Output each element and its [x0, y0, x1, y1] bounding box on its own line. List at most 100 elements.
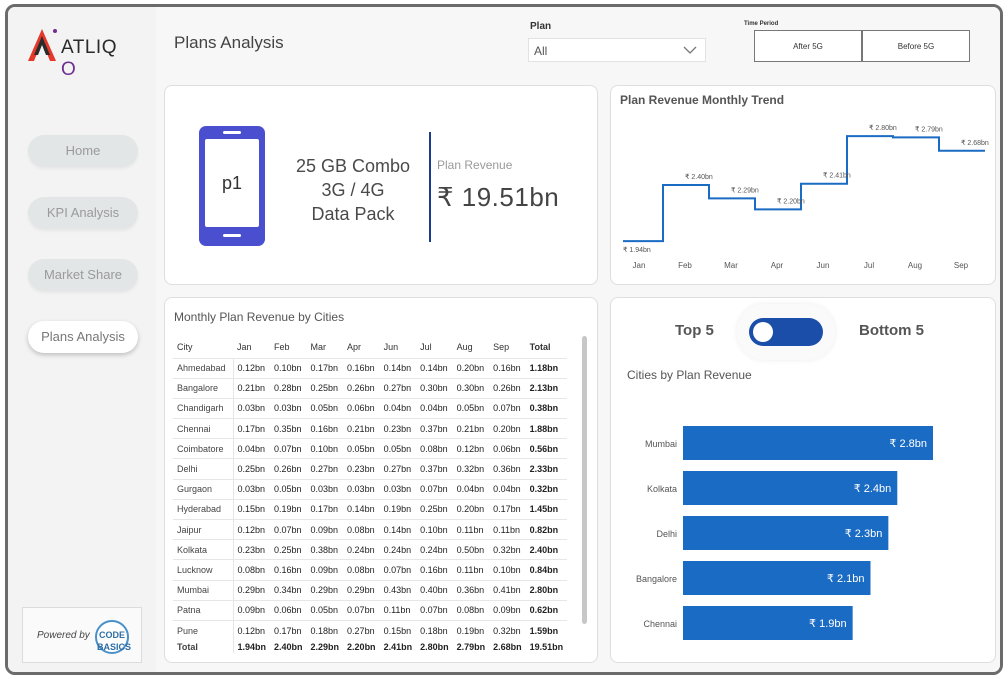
cities-bar-chart: Mumbai ₹ 2.8bn Kolkata ₹ 2.4bn Delhi ₹ 2.3bn B… — [636, 426, 933, 640]
column-header[interactable]: Jan — [237, 341, 252, 352]
table-cell: 0.14bn — [379, 518, 417, 540]
table-cell: 0.24bn — [379, 539, 417, 560]
table-cell: 0.10bn — [489, 559, 526, 581]
table-cell: 1.45bn — [525, 498, 568, 520]
table-cell: 0.18bn — [416, 619, 453, 641]
trend-chart: ₹ 1.94bn Jan ₹ 2.40bn Feb ₹ 2.29bn Mar ₹ 2.20b… — [623, 124, 989, 270]
toggle-knob[interactable] — [753, 322, 773, 342]
trend-data-label: ₹ 1.94bn — [623, 246, 651, 254]
trend-data-label: ₹ 2.79bn — [915, 125, 943, 133]
table-cell: 0.09bn — [306, 518, 344, 540]
table-cell: 2.33bn — [525, 458, 568, 480]
table-cell: 0.07bn — [416, 478, 453, 500]
city-bar[interactable] — [683, 516, 889, 550]
table-cell: 1.59bn — [525, 619, 568, 641]
table-cell: 0.24bn — [343, 539, 380, 560]
table-cell: 0.15bn — [233, 498, 271, 520]
table-cell: Mumbai — [173, 579, 234, 601]
table-cell: 0.21bn — [452, 418, 490, 439]
table-row: Gurgaon 0.03bn 0.05bn 0.03bn 0.03bn 0.03bn 0.0… — [173, 478, 568, 500]
column-header[interactable]: City — [177, 341, 193, 352]
table-cell: 0.16bn — [306, 418, 344, 439]
trend-chart-title: Plan Revenue Monthly Trend — [620, 93, 785, 107]
table-cell: 0.28bn — [270, 377, 307, 399]
table-cell: Chandigarh — [173, 397, 234, 419]
table-cell: 0.20bn — [452, 357, 490, 379]
nav-kpi-analysis-button[interactable]: KPI Analysis — [28, 197, 138, 229]
city-bar[interactable] — [683, 606, 853, 640]
plan-select[interactable]: All — [528, 38, 706, 62]
table-cell: 0.05bn — [379, 438, 417, 459]
city-label: Chennai — [643, 619, 677, 629]
column-header[interactable]: Jun — [383, 341, 399, 352]
table-cell: 2.68bn — [493, 641, 522, 652]
x-tick-label: Jan — [633, 261, 646, 270]
table-cell: 0.35bn — [270, 418, 307, 439]
trend-series-line — [623, 135, 985, 243]
table-cell: 0.19bn — [270, 498, 307, 520]
total-row: Total 1.94bn 2.40bn 2.29bn 2.20bn 2.41bn 2.80b… — [173, 640, 567, 653]
table-cell: 0.04bn — [416, 397, 453, 419]
table-cell: 2.40bn — [274, 641, 303, 652]
trend-data-label: ₹ 2.40bn — [685, 173, 713, 181]
codebasics-badge-icon: CODE BASICS — [95, 620, 131, 654]
bottom5-label: Bottom 5 — [859, 322, 924, 339]
table-cell: 0.12bn — [233, 357, 271, 379]
table-cell: 0.05bn — [306, 599, 344, 621]
powered-by-label: Powered by — [37, 630, 90, 641]
city-bar[interactable] — [683, 426, 933, 460]
column-header[interactable]: Mar — [310, 341, 327, 352]
table-cell: 0.62bn — [525, 599, 568, 621]
table-row: Bangalore 0.21bn 0.28bn 0.25bn 0.26bn 0.27bn 0… — [173, 377, 568, 399]
trend-data-label: ₹ 2.41bn — [823, 172, 851, 180]
table-cell: 0.25bn — [270, 539, 307, 560]
before-5g-button[interactable]: Before 5G — [862, 30, 970, 62]
table-cell: 0.36bn — [489, 458, 526, 480]
table-cell: 0.10bn — [270, 357, 307, 379]
table-cell: 0.09bn — [233, 599, 271, 621]
table-cell: 0.03bn — [270, 397, 307, 419]
table-cell: 0.10bn — [306, 438, 344, 459]
table-cell: 0.04bn — [379, 397, 417, 419]
table-cell: 2.80bn — [525, 579, 568, 601]
table-cell: 0.17bn — [233, 418, 271, 439]
table-cell: 2.20bn — [347, 641, 376, 652]
table-cell: Chennai — [173, 418, 234, 439]
column-header[interactable]: Aug — [456, 341, 473, 352]
table-cell: Total — [173, 640, 234, 653]
divider — [429, 132, 431, 242]
nav-market-share-button[interactable]: Market Share — [28, 259, 138, 291]
table-cell: Coimbatore — [173, 438, 234, 459]
table-scrollbar[interactable] — [582, 336, 587, 624]
table-row: Lucknow 0.08bn 0.16bn 0.09bn 0.08bn 0.07bn 0.1… — [173, 559, 568, 581]
table-cell: 0.26bn — [270, 458, 307, 480]
table-cell: 0.43bn — [379, 579, 417, 601]
table-cell: 0.08bn — [452, 599, 490, 621]
table-cell: 0.27bn — [306, 458, 344, 480]
table-cell: 0.03bn — [233, 478, 271, 500]
table-cell: Kolkata — [173, 539, 234, 560]
column-header[interactable]: Total — [529, 341, 551, 352]
cities-bar-card: Top 5 Bottom 5 Cities by Plan Revenue Mu… — [610, 297, 996, 663]
column-header[interactable]: Apr — [347, 341, 362, 352]
table-cell: 0.11bn — [452, 559, 490, 581]
column-header[interactable]: Feb — [274, 341, 290, 352]
plan-summary-card: p1 25 GB Combo 3G / 4G Data Pack Plan Re… — [164, 85, 598, 285]
nav-home-button[interactable]: Home — [28, 135, 138, 167]
table-cell: Gurgaon — [173, 478, 234, 500]
top5-label: Top 5 — [675, 322, 714, 339]
city-bar[interactable] — [683, 471, 898, 505]
top-bottom-toggle[interactable] — [749, 318, 823, 346]
table-cell: 0.05bn — [306, 397, 344, 419]
column-header[interactable]: Jul — [420, 341, 432, 352]
table-cell: 0.21bn — [343, 418, 380, 439]
nav-plans-analysis-button[interactable]: Plans Analysis — [28, 321, 138, 353]
powered-by-panel: Powered by CODE BASICS — [22, 607, 142, 663]
table-cell: Hyderabad — [173, 498, 234, 520]
column-header[interactable]: Sep — [493, 341, 510, 352]
table-cell: 0.25bn — [416, 498, 453, 520]
table-cell: 0.17bn — [270, 619, 307, 641]
table-cell: 0.09bn — [489, 599, 526, 621]
city-bar[interactable] — [683, 561, 871, 595]
after-5g-button[interactable]: After 5G — [754, 30, 862, 62]
